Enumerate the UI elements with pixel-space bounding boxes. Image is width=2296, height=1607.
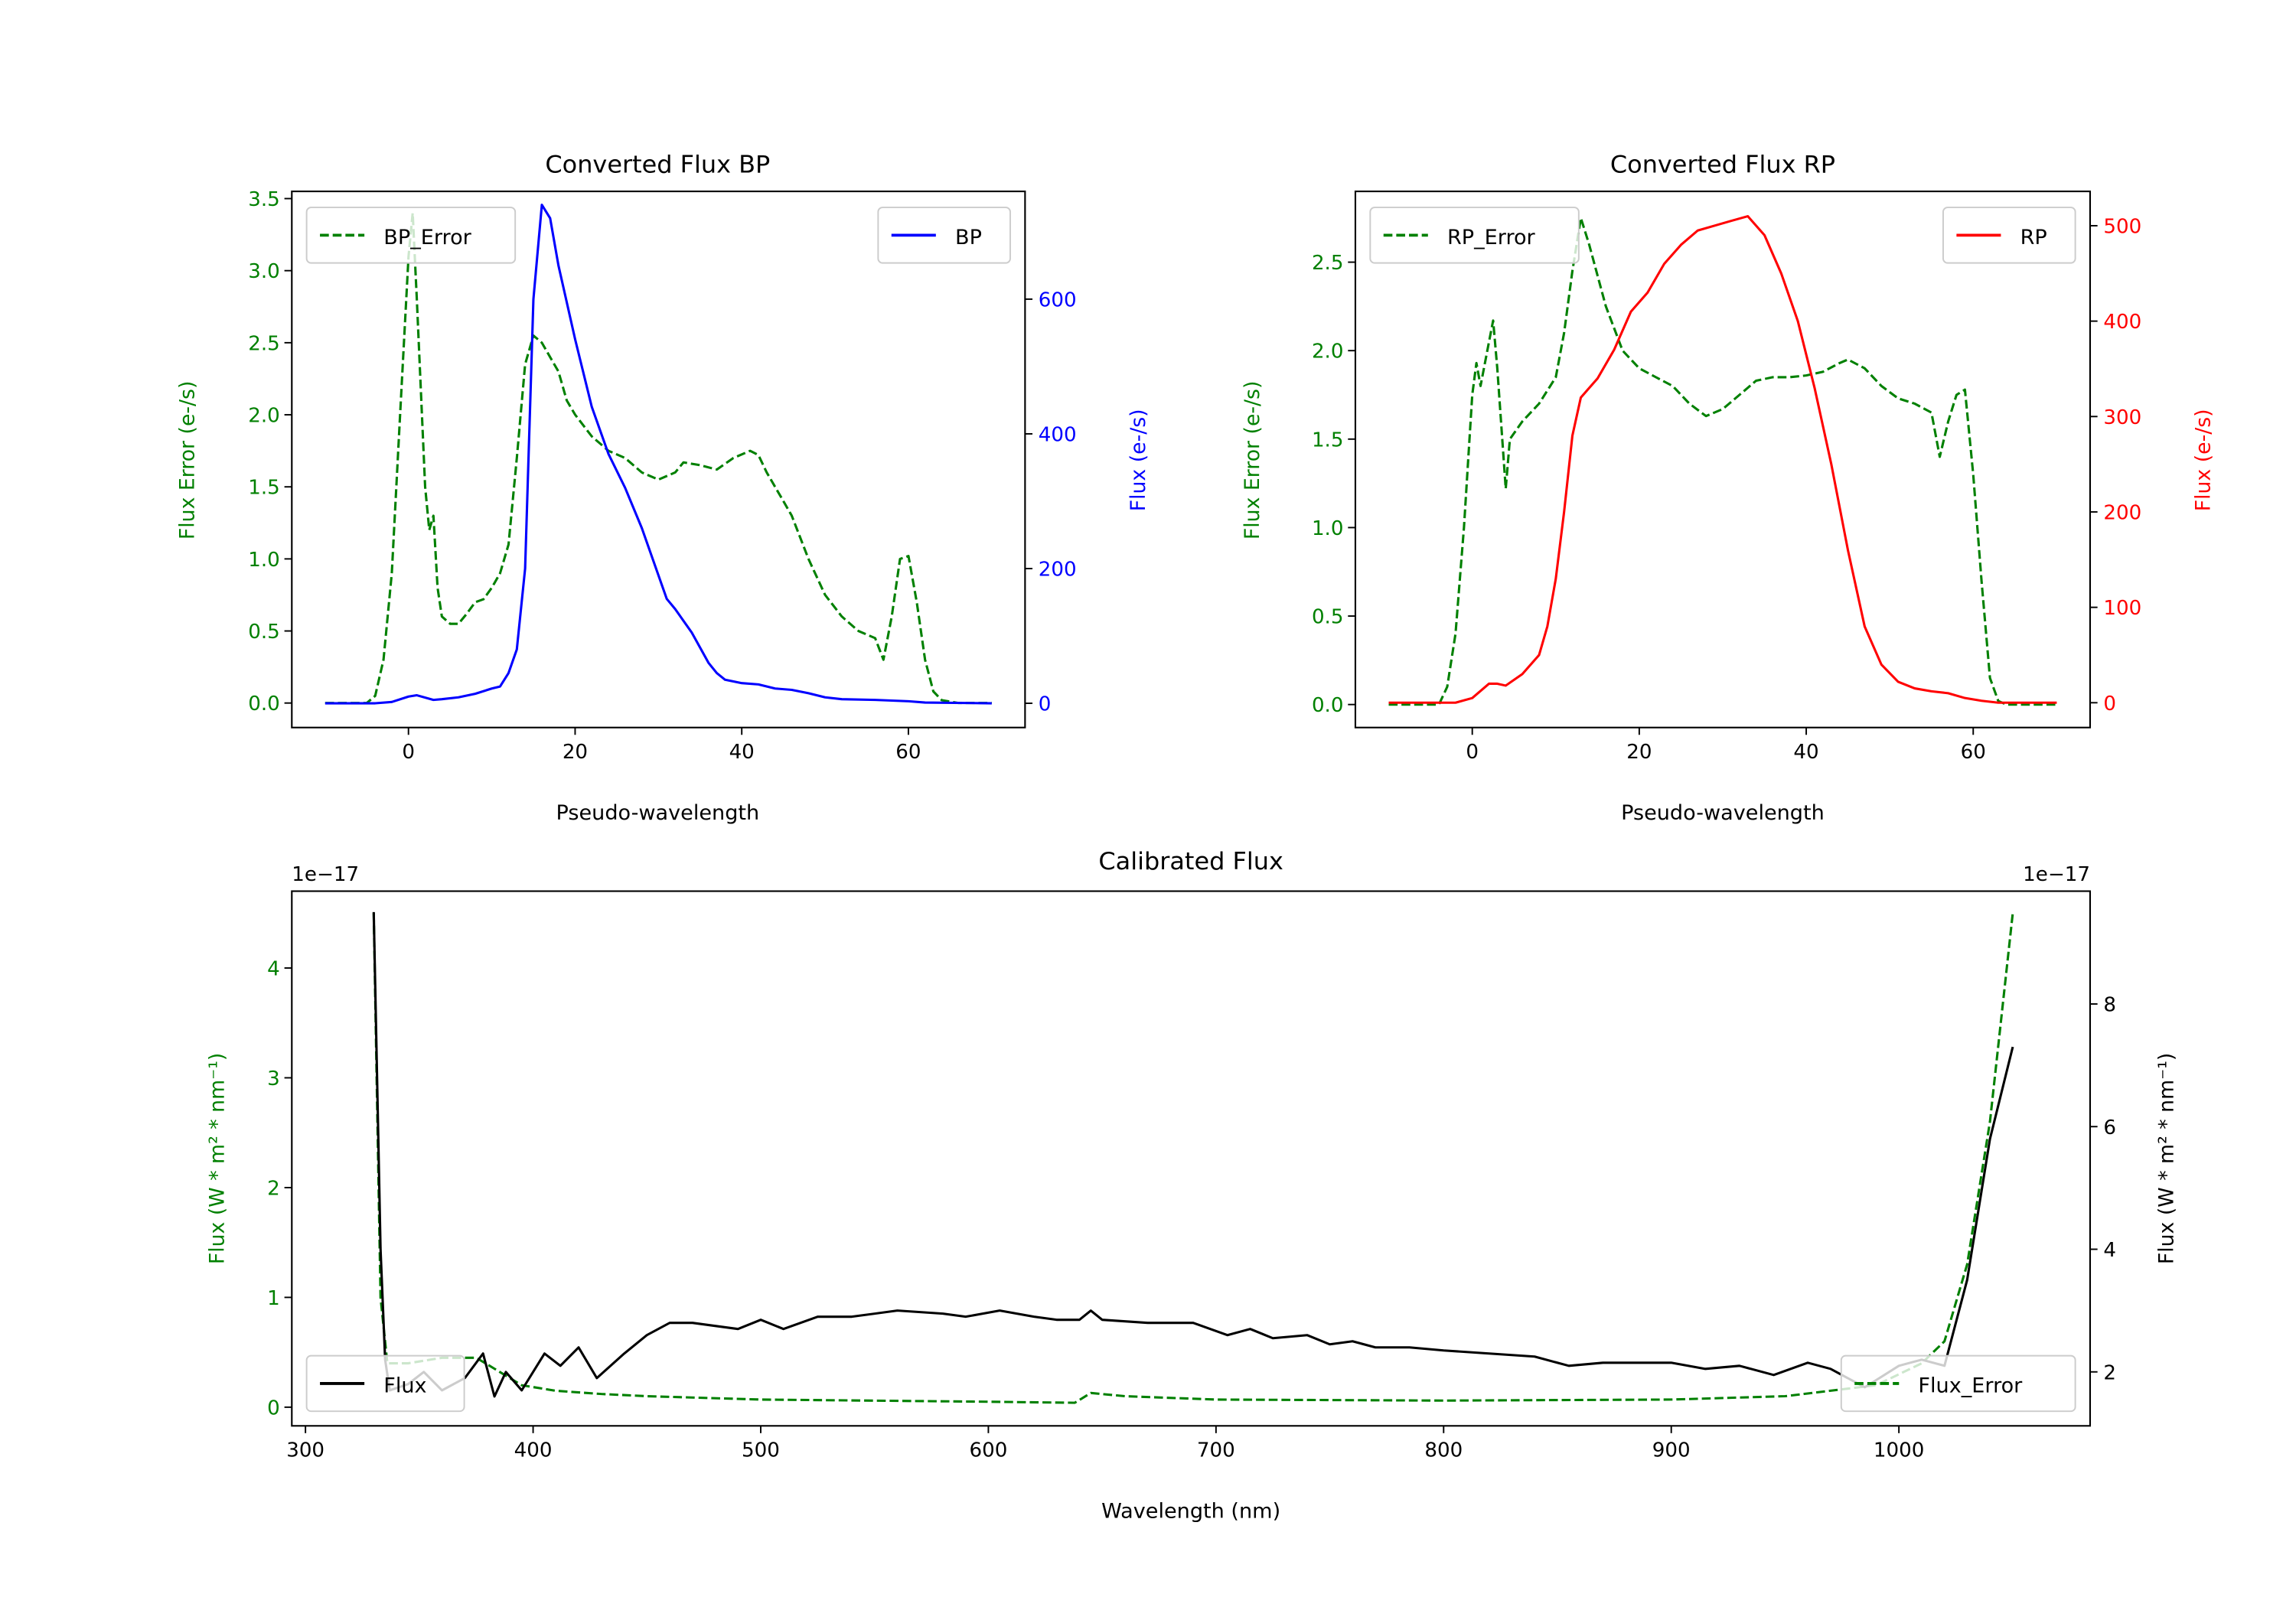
legend-box — [1840, 1354, 2076, 1413]
x-tick-label: 500 — [742, 1439, 780, 1462]
offset-text-left: 1e−17 — [292, 863, 359, 886]
chart-title: Converted Flux BP — [545, 151, 770, 178]
series-line-bp-error — [325, 211, 992, 705]
y-tick-label-left: 2.0 — [248, 405, 280, 428]
legend-box — [877, 207, 1011, 264]
chart-title: Calibrated Flux — [1098, 848, 1283, 875]
x-axis-label: Pseudo-wavelength — [556, 801, 760, 825]
legend-box — [1369, 207, 1580, 264]
legend-flux-error: Flux_Error — [1840, 1354, 2076, 1413]
y-tick-label-right: 500 — [2103, 216, 2141, 239]
y-axis-label-right: Flux (e-/s) — [2192, 409, 2216, 511]
y-tick-label-right: 4 — [2103, 1239, 2116, 1262]
panel-rp: Converted Flux RP Pseudo-wavelength Flux… — [1241, 151, 2216, 824]
y-tick-label-left: 1.0 — [248, 549, 280, 572]
x-tick-label: 700 — [1197, 1439, 1235, 1462]
y-tick-label-left: 3.0 — [248, 260, 280, 283]
panel-calibrated: Calibrated Flux Wavelength (nm) Flux (W … — [205, 848, 2178, 1523]
series-line-rp — [1388, 215, 2057, 704]
y-tick-label-left: 3 — [267, 1068, 280, 1090]
legend-box — [305, 207, 517, 264]
y-axis-label-right: Flux (W * m² * nm⁻¹) — [2154, 1053, 2178, 1265]
y-tick-label-left: 0 — [267, 1397, 280, 1420]
y-tick-label-left: 2.5 — [248, 333, 280, 356]
x-tick-label: 60 — [895, 741, 921, 764]
y-tick-label-right: 8 — [2103, 994, 2116, 1017]
y-axis-label-right: Flux (e-/s) — [1127, 409, 1150, 511]
legend-label: RP — [2020, 226, 2047, 249]
y-tick-label-left: 2.5 — [1312, 252, 1344, 275]
x-tick-label: 600 — [969, 1439, 1007, 1462]
x-tick-label: 0 — [402, 741, 415, 764]
x-tick-label: 20 — [1626, 741, 1652, 764]
plot-frame — [1354, 191, 2092, 729]
series-line-rp-error — [1388, 217, 2057, 706]
legend-bp: BP — [877, 207, 1011, 264]
x-tick-label: 40 — [1793, 741, 1818, 764]
x-tick-label: 60 — [1961, 741, 1986, 764]
y-tick-label-right: 300 — [2103, 406, 2141, 429]
y-tick-label-left: 1.0 — [1312, 517, 1344, 540]
y-tick-label-left: 0.5 — [1312, 606, 1344, 629]
series-line-bp — [325, 204, 992, 705]
x-tick-label: 400 — [514, 1439, 553, 1462]
x-axis-label: Pseudo-wavelength — [1621, 801, 1825, 825]
y-tick-label-left: 0.0 — [1312, 694, 1344, 717]
legend-label: BP — [955, 226, 982, 249]
legend-label: BP_Error — [383, 226, 471, 249]
x-tick-label: 900 — [1652, 1439, 1691, 1462]
y-tick-label-left: 2 — [267, 1178, 280, 1201]
y-tick-label-left: 1 — [267, 1287, 280, 1310]
offset-text-right: 1e−17 — [2023, 863, 2090, 886]
y-tick-label-right: 400 — [2103, 311, 2141, 334]
y-tick-label-right: 0 — [1039, 693, 1052, 716]
chart-title: Converted Flux RP — [1610, 151, 1835, 178]
y-axis-label-left: Flux (W * m² * nm⁻¹) — [205, 1053, 229, 1265]
y-tick-label-right: 6 — [2103, 1116, 2116, 1139]
plot-frame — [291, 890, 2092, 1427]
x-tick-label: 800 — [1424, 1439, 1463, 1462]
legend-rp-error: RP_Error — [1369, 207, 1580, 264]
legend-rp: RP — [1942, 207, 2076, 264]
y-tick-label-left: 4 — [267, 958, 280, 981]
legend-label: RP_Error — [1447, 226, 1536, 249]
legend-label: Flux — [383, 1374, 426, 1398]
panel-bp: Converted Flux BP Pseudo-wavelength Flux… — [175, 151, 1150, 824]
legend-box — [1942, 207, 2076, 264]
y-axis-label-left: Flux Error (e-/s) — [175, 381, 199, 540]
x-tick-label: 1000 — [1874, 1439, 1924, 1462]
y-tick-label-right: 400 — [1039, 424, 1077, 447]
y-tick-label-left: 1.5 — [1312, 429, 1344, 452]
y-tick-label-left: 1.5 — [248, 477, 280, 500]
y-tick-label-right: 0 — [2103, 693, 2116, 715]
plot-frame — [291, 191, 1026, 729]
y-tick-label-right: 100 — [2103, 597, 2141, 620]
y-tick-label-right: 2 — [2103, 1361, 2116, 1384]
y-tick-label-left: 0.0 — [248, 693, 280, 715]
y-tick-label-left: 2.0 — [1312, 341, 1344, 363]
y-tick-label-right: 600 — [1039, 289, 1077, 312]
y-tick-label-right: 200 — [2103, 502, 2141, 525]
y-axis-label-left: Flux Error (e-/s) — [1241, 381, 1264, 540]
series-line-flux — [372, 911, 2014, 1398]
legend-box — [305, 1354, 465, 1413]
y-tick-label-right: 200 — [1039, 559, 1077, 582]
y-tick-label-left: 3.5 — [248, 188, 280, 211]
legend-bp-error: BP_Error — [305, 207, 517, 264]
x-tick-label: 0 — [1466, 741, 1479, 764]
x-tick-label: 20 — [563, 741, 588, 764]
x-tick-label: 300 — [286, 1439, 325, 1462]
legend-label: Flux_Error — [1918, 1374, 2023, 1398]
x-tick-label: 40 — [729, 741, 755, 764]
legend-flux: Flux — [305, 1354, 465, 1413]
y-tick-label-left: 0.5 — [248, 621, 280, 644]
x-axis-label: Wavelength (nm) — [1101, 1500, 1280, 1524]
series-line-flux-error — [372, 913, 2014, 1404]
